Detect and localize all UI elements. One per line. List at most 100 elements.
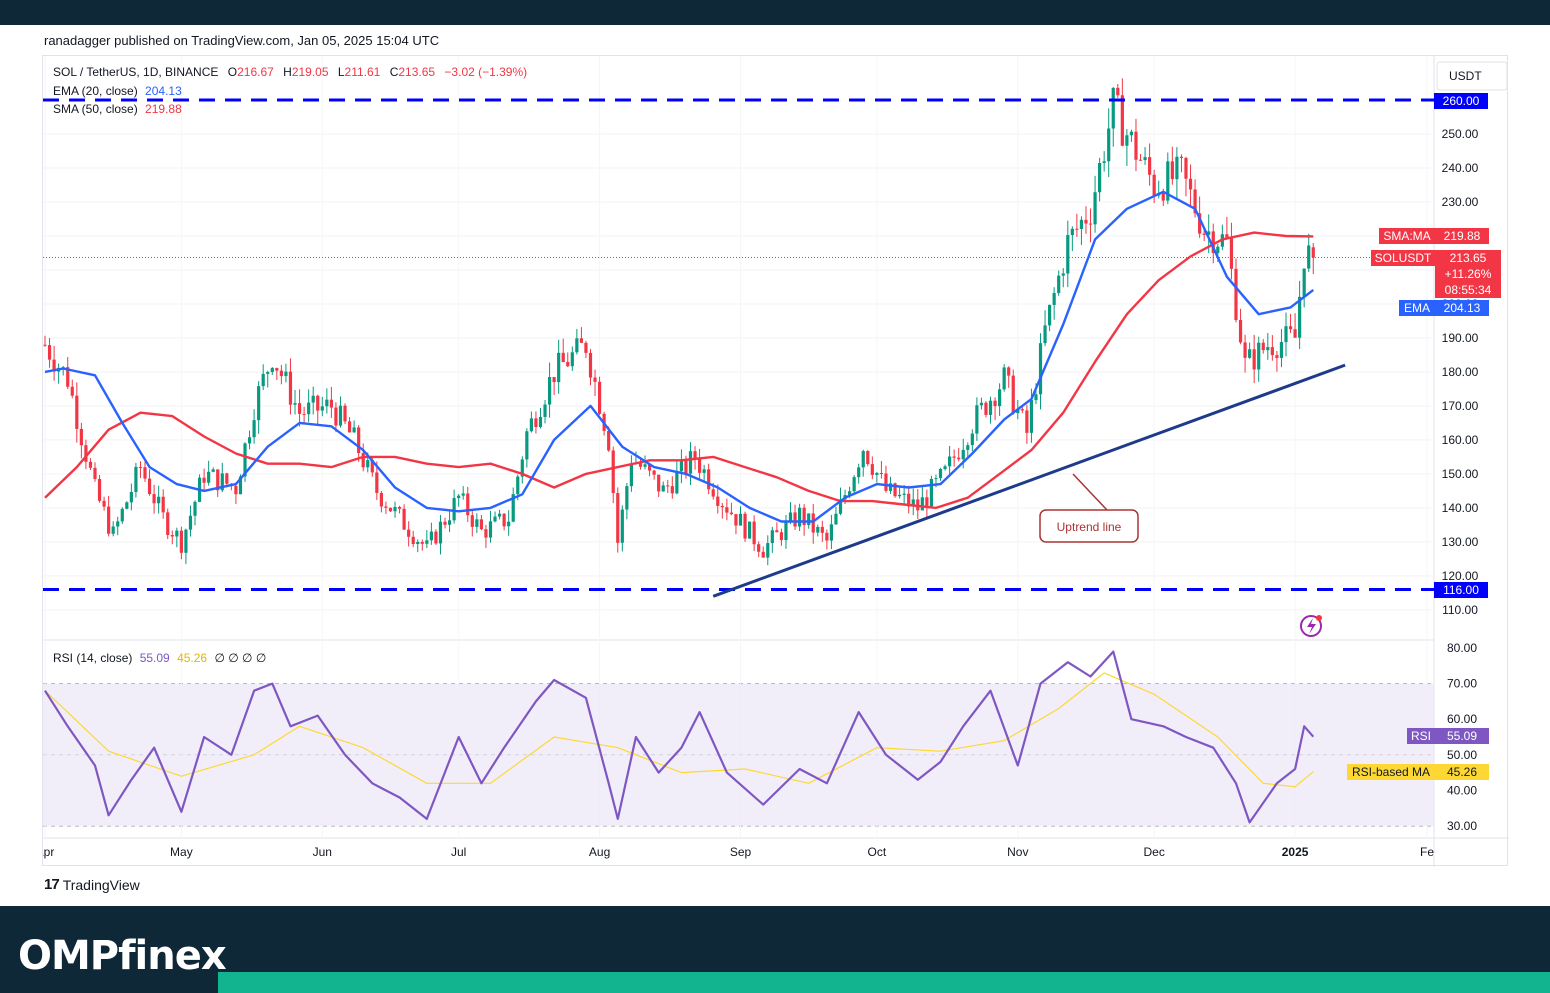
candle-body — [1170, 161, 1174, 180]
candle-body — [1102, 161, 1106, 163]
candle-body — [397, 506, 402, 509]
candle-body — [1111, 87, 1115, 129]
top-banner — [0, 0, 1550, 25]
candle-body — [507, 521, 511, 527]
candle-body — [716, 496, 720, 506]
tradingview-logo[interactable]: 17 TradingView — [44, 876, 140, 893]
candle-body — [461, 493, 465, 496]
time-tick-label: Aug — [589, 845, 610, 859]
candle-body — [420, 541, 424, 544]
candle-body — [102, 500, 106, 507]
time-tick-label: Sep — [730, 845, 752, 859]
candle-body — [138, 466, 143, 468]
legend-rsi-label: RSI (14, close) — [53, 651, 132, 665]
candle-body — [943, 466, 947, 470]
time-tick-label: 2025 — [1282, 845, 1309, 859]
candle-body — [357, 427, 361, 454]
candle-body — [1275, 355, 1279, 358]
candle-body — [984, 402, 988, 415]
candle-body — [434, 531, 438, 544]
candle-body — [629, 463, 634, 487]
rsi-tick-label: 50.00 — [1447, 748, 1477, 762]
candle-body — [1279, 342, 1284, 358]
candle-body — [220, 473, 224, 491]
currency-selector[interactable] — [1436, 61, 1508, 91]
candle-body — [552, 377, 556, 383]
candle-body — [988, 400, 993, 415]
candle-body — [347, 421, 352, 433]
sma50-line — [44, 231, 1314, 510]
candle-body — [961, 449, 965, 460]
candle-body — [75, 395, 79, 429]
currency-label[interactable]: USDT — [1449, 69, 1482, 83]
candle-body — [1225, 234, 1229, 238]
time-tick-label: Apr — [43, 845, 54, 859]
candle-body — [211, 469, 215, 472]
candle-body — [661, 485, 665, 492]
candle-body — [870, 464, 874, 475]
candle-body — [1243, 342, 1247, 358]
candle-body — [711, 489, 715, 497]
ema-tag: EMA — [1404, 301, 1430, 315]
candle-body — [447, 520, 452, 525]
uptrend-line — [712, 363, 1346, 598]
candle-body — [1184, 157, 1188, 179]
candle-body — [1179, 156, 1184, 158]
candle-body — [1011, 375, 1015, 414]
candle-body — [975, 405, 979, 434]
time-tick-label: May — [170, 845, 193, 859]
candle-body — [675, 471, 679, 494]
legend-high: 219.05 — [292, 65, 329, 79]
candle-body — [898, 494, 902, 497]
candle-body — [516, 476, 520, 495]
candle-body — [643, 464, 647, 467]
rsi-tick-label: 30.00 — [1447, 819, 1477, 833]
footer-accent-strip — [218, 972, 1550, 993]
indicator-lines — [43, 98, 1434, 824]
candle-body — [134, 466, 138, 492]
candle-body — [1075, 228, 1079, 230]
candle-body — [852, 477, 856, 492]
candle-body — [902, 493, 906, 495]
candle-body — [329, 399, 333, 408]
candle-body — [575, 338, 579, 353]
candle-body — [416, 541, 420, 545]
candle-body — [384, 506, 388, 508]
candle-body — [970, 433, 974, 446]
candle-body — [97, 478, 102, 501]
legend-symbol: SOL / TetherUS, 1D, BINANCE — [53, 65, 218, 79]
brand-logo: OMPfinex — [18, 933, 227, 979]
candle-body — [184, 529, 188, 553]
candle-body — [320, 406, 324, 411]
candle-body — [279, 370, 283, 377]
candle-body — [1198, 213, 1202, 234]
rsi-tick-label: 70.00 — [1447, 677, 1477, 691]
candle-body — [566, 362, 570, 367]
lightning-icon[interactable] — [1300, 615, 1322, 637]
price-chart[interactable]: 110.00 120.00 130.00 140.00 150.00 160.00 170.… — [43, 56, 1509, 867]
candle-body — [788, 512, 793, 522]
svg-text:SMA (50, close) 219.88: SMA (50, close) 219.88 — [53, 102, 182, 116]
price-tick-label: 130.00 — [1442, 535, 1479, 549]
candle-body — [70, 386, 74, 396]
candle-body — [129, 491, 133, 503]
candle-body — [793, 512, 797, 527]
candle-body — [1125, 135, 1129, 146]
candle-body — [1048, 304, 1052, 326]
rsi-band — [43, 683, 1434, 826]
candle-body — [734, 514, 738, 526]
candle-body — [170, 535, 174, 537]
candle-body — [1002, 367, 1006, 390]
candle-body — [529, 418, 533, 432]
candle-body — [188, 515, 193, 530]
candle-body — [534, 418, 538, 428]
candle-body — [770, 530, 774, 544]
candle-body — [547, 377, 552, 405]
candle-body — [920, 497, 924, 511]
price-tick-label: 240.00 — [1442, 161, 1479, 175]
candle-body — [557, 352, 561, 383]
last-tag: SOLUSDT — [1375, 251, 1432, 265]
candle-body — [797, 507, 802, 527]
sma-tag: SMA:MA — [1383, 229, 1430, 243]
time-tick-label: Fe — [1420, 845, 1434, 859]
